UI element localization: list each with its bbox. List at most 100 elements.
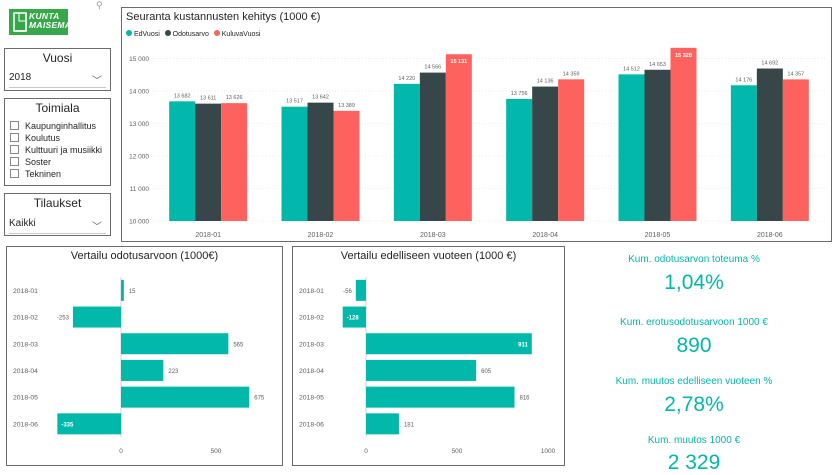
y-category-label: 2018-05 xyxy=(13,395,38,402)
bar[interactable] xyxy=(57,413,121,435)
vuosi-dropdown[interactable]: 2018 ﹀ xyxy=(9,72,106,88)
bar-odotusarvo[interactable] xyxy=(307,102,334,221)
pin-icon[interactable]: ⚲ xyxy=(96,0,103,10)
tilaukset-selected-value: Kaikki xyxy=(9,218,36,229)
bar-edvuosi[interactable] xyxy=(281,106,308,221)
bar-odotusarvo[interactable] xyxy=(195,103,222,221)
bar-kuluvavuosi[interactable] xyxy=(558,79,585,222)
tilaukset-slicer-title: Tilaukset xyxy=(33,196,82,210)
bar-kuluvavuosi[interactable] xyxy=(670,47,697,222)
y-category-label: 2018-02 xyxy=(299,315,324,322)
data-label: -253 xyxy=(57,316,70,322)
data-label: 14 220 xyxy=(398,76,415,82)
kpi-value-muutos: 2 329 xyxy=(667,451,721,474)
bar-kuluvavuosi[interactable] xyxy=(333,110,360,221)
kpi-label-muutos-pct: Kum. muutos edelliseen vuoteen % xyxy=(615,376,773,387)
x-tick-label: 2018-01 xyxy=(195,232,221,239)
data-label: 675 xyxy=(254,396,265,402)
checkbox-koulutus[interactable]: Koulutus xyxy=(10,133,60,143)
checkbox-kaupunginhallitus[interactable]: Kaupunginhallitus xyxy=(10,121,96,131)
bar-chart-plot[interactable]: 0 500 1000 2018-01 -56 2018-02 -128 2018-03 911 2… xyxy=(293,247,564,465)
toimiala-slicer-title: Toimiala xyxy=(35,101,80,115)
bar-odotusarvo[interactable] xyxy=(644,69,671,221)
bar[interactable] xyxy=(72,306,121,328)
data-label: 14 357 xyxy=(787,71,804,77)
legend-item-kuluvavuosi[interactable]: KuluvaVuosi xyxy=(213,30,260,38)
legend-item-edvuosi[interactable]: EdVuosi xyxy=(126,30,160,38)
checkbox-tekninen[interactable]: Tekninen xyxy=(10,169,61,179)
data-label: 911 xyxy=(518,342,528,348)
data-label: 15 131 xyxy=(450,59,467,65)
bar[interactable] xyxy=(342,306,366,328)
vuosi-slicer: Vuosi 2018 ﹀ xyxy=(4,48,111,91)
y-tick-label: 13 000 xyxy=(129,121,149,128)
legend-item-odotusarvo[interactable]: Odotusarvo xyxy=(164,30,209,38)
bar[interactable] xyxy=(121,359,164,381)
bar-odotusarvo[interactable] xyxy=(419,72,446,221)
data-label: 816 xyxy=(520,396,531,402)
data-label: 14 566 xyxy=(424,65,441,71)
data-label: 13 389 xyxy=(338,103,355,109)
data-label: 181 xyxy=(404,422,415,428)
data-label: 605 xyxy=(481,369,492,375)
data-label: -335 xyxy=(61,422,74,428)
y-tick-label: 15 000 xyxy=(129,56,149,63)
x-tick-label: 1000 xyxy=(541,448,556,455)
bar[interactable] xyxy=(121,386,250,408)
x-tick-label: 500 xyxy=(211,448,222,455)
y-category-label: 2018-03 xyxy=(13,341,38,348)
bar-edvuosi[interactable] xyxy=(506,98,533,221)
bar[interactable] xyxy=(121,333,229,355)
y-tick-label: 14 000 xyxy=(129,89,149,96)
y-category-label: 2018-05 xyxy=(299,395,324,402)
logo-line-1: KUNTA xyxy=(29,11,60,21)
x-tick-label: 2018-03 xyxy=(420,232,446,239)
y-tick-label: 12 000 xyxy=(129,154,149,161)
data-label: 15 328 xyxy=(675,53,692,59)
data-label: 565 xyxy=(233,342,244,348)
data-label: 13 642 xyxy=(312,95,329,101)
chart-title: Vertailu odotusarvoon (1000€) xyxy=(70,250,219,262)
bar-odotusarvo[interactable] xyxy=(532,86,559,221)
bar-edvuosi[interactable] xyxy=(730,85,757,221)
data-label: 14 653 xyxy=(649,62,666,68)
bar[interactable] xyxy=(366,413,399,435)
bar-chart-plot[interactable]: 0 500 2018-01 15 2018-02 -253 2018-03 565 2018-0… xyxy=(7,247,282,465)
y-category-label: 2018-06 xyxy=(13,421,38,428)
data-label: 223 xyxy=(168,369,179,375)
vertailu-edelliseen-chart: Vertailu edelliseen vuoteen (1000 €) 0 50… xyxy=(292,246,565,466)
logo-mark-icon xyxy=(13,12,27,32)
bar[interactable] xyxy=(366,359,477,381)
x-tick-label: 2018-04 xyxy=(532,232,558,239)
y-category-label: 2018-04 xyxy=(299,368,324,375)
vuosi-slicer-title: Vuosi xyxy=(42,51,73,65)
bar-edvuosi[interactable] xyxy=(169,101,196,221)
tilaukset-slicer: Tilaukset Kaikki ﹀ xyxy=(4,193,111,236)
bar[interactable] xyxy=(366,333,532,355)
bar[interactable] xyxy=(355,279,366,301)
data-label: -128 xyxy=(347,316,360,322)
logo-line-2: MAISEMA xyxy=(29,20,72,30)
data-label: 14 692 xyxy=(761,61,778,67)
kuntamaisema-logo: KUNTA MAISEMA xyxy=(9,9,72,35)
tilaukset-dropdown[interactable]: Kaikki ﹀ xyxy=(9,218,106,234)
kpi-value-toteuma: 1,04% xyxy=(664,271,724,294)
column-chart-plot[interactable]: 10 000 11 000 12 000 13 000 14 000 15 000 13 6… xyxy=(122,8,831,241)
bar-kuluvavuosi[interactable] xyxy=(221,103,248,221)
bar-edvuosi[interactable] xyxy=(618,74,645,221)
x-tick-label: 0 xyxy=(119,448,123,455)
chevron-down-icon[interactable]: ﹀ xyxy=(92,222,102,233)
bar[interactable] xyxy=(366,386,515,408)
bar-kuluvavuosi[interactable] xyxy=(445,54,472,222)
bar-kuluvavuosi[interactable] xyxy=(782,79,809,222)
kpi-label-toteuma: Kum. odotusarvon toteuma % xyxy=(628,254,760,265)
bar[interactable] xyxy=(121,279,124,301)
checkbox-soster[interactable]: Soster xyxy=(10,157,51,167)
x-tick-label: 0 xyxy=(364,448,368,455)
chevron-down-icon[interactable]: ﹀ xyxy=(92,76,102,87)
data-label: 13 626 xyxy=(226,95,243,101)
checkbox-kulttuuri[interactable]: Kulttuuri ja musiikki xyxy=(10,145,102,155)
bar-edvuosi[interactable] xyxy=(393,83,420,221)
y-category-label: 2018-01 xyxy=(299,288,324,295)
bar-odotusarvo[interactable] xyxy=(756,68,783,221)
